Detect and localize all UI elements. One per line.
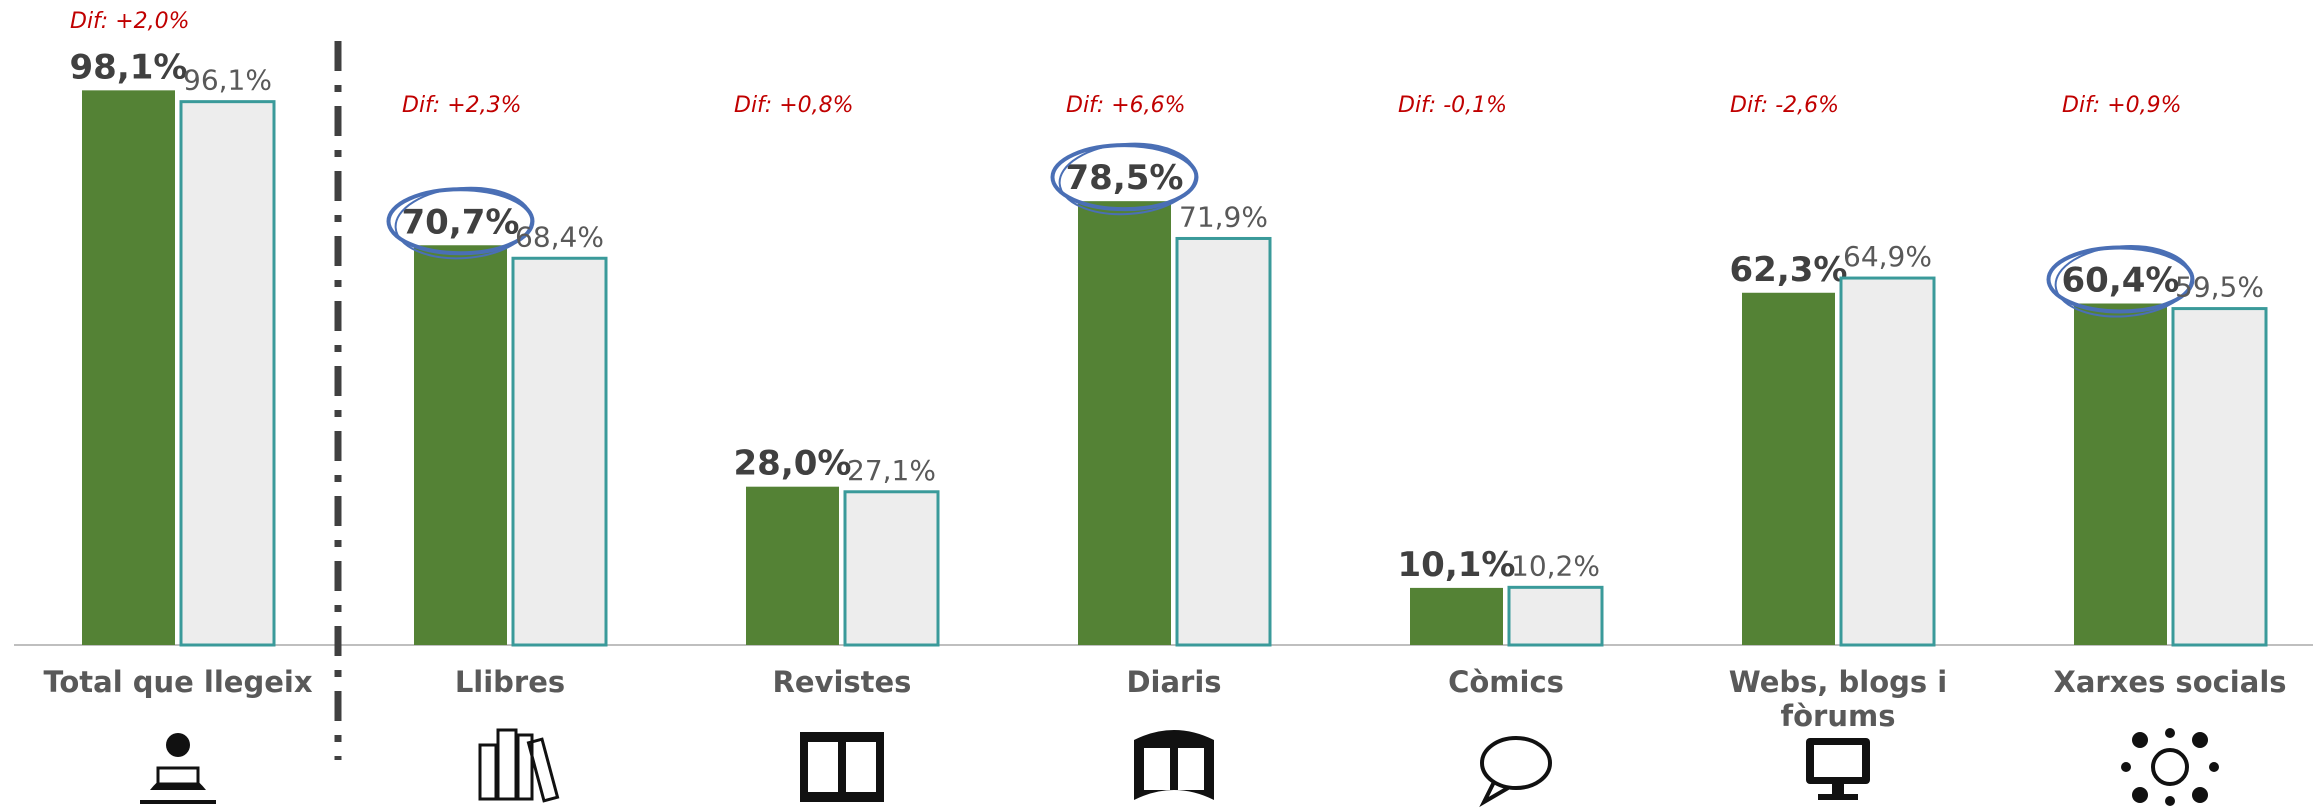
bar xyxy=(511,256,608,647)
bar xyxy=(1742,292,1835,645)
bar xyxy=(1839,276,1936,647)
annotation: Dif: +2,0% xyxy=(70,9,190,34)
category-label: Revistes xyxy=(772,665,912,699)
annotation: Dif: +0,8% xyxy=(734,93,854,118)
category-label: Diaris xyxy=(1126,665,1222,699)
category-label: Llibres xyxy=(454,665,566,699)
value-label: 64,9% xyxy=(1843,240,1932,273)
bar xyxy=(2074,303,2167,645)
annotation: Dif: +0,9% xyxy=(2062,93,2182,118)
highlight-circle xyxy=(386,187,535,256)
annotation: Dif: -2,6% xyxy=(1730,93,1839,118)
value-label: 70,7% xyxy=(402,202,520,242)
highlight-circle xyxy=(1050,143,1199,212)
category-label-box: Revistes xyxy=(772,665,912,699)
category-label-box: Diaris xyxy=(1126,665,1222,699)
value-label: 28,0% xyxy=(734,444,852,484)
bar xyxy=(2171,307,2268,647)
value-label: 59,5% xyxy=(2175,271,2264,304)
icon-monitor xyxy=(1806,738,1870,800)
category-label-box: Xarxes socials xyxy=(2053,665,2287,699)
bar xyxy=(179,100,276,647)
annotation: Dif: -0,1% xyxy=(1398,93,1507,118)
bar xyxy=(414,245,507,645)
highlight-circle xyxy=(2046,245,2195,314)
value-label: 60,4% xyxy=(2062,260,2180,300)
value-label: 68,4% xyxy=(515,220,604,253)
bar xyxy=(1078,201,1171,645)
icon-bubble xyxy=(1479,736,1552,808)
category-label-box: Llibres xyxy=(454,665,566,699)
value-label: 10,2% xyxy=(1511,549,1600,582)
value-label: 71,9% xyxy=(1179,200,1268,233)
highlight-circle xyxy=(1058,142,1197,216)
category-label-box: Total que llegeix xyxy=(43,665,313,699)
icons xyxy=(140,728,2219,808)
icon-newspaper xyxy=(1134,730,1214,800)
value-label: 96,1% xyxy=(183,64,272,97)
highlight-circle xyxy=(2054,245,2193,318)
category-label: Webs, blogs i fòrums xyxy=(1728,665,1948,733)
bar xyxy=(843,490,940,647)
icon-magazine xyxy=(800,732,884,802)
bar xyxy=(1175,236,1272,647)
bar xyxy=(746,486,839,645)
category-label-box: Webs, blogs i fòrums xyxy=(1728,665,1948,733)
value-label: 78,5% xyxy=(1066,158,1184,198)
bar xyxy=(1410,587,1503,645)
category-label: Xarxes socials xyxy=(2053,665,2287,699)
category-label: Còmics xyxy=(1448,665,1564,699)
category-label: Total que llegeix xyxy=(43,665,313,699)
icon-reader xyxy=(140,733,216,804)
annotation: Dif: +6,6% xyxy=(1066,93,1186,118)
value-label: 98,1% xyxy=(70,47,188,87)
highlight-circle xyxy=(394,186,533,260)
icon-books xyxy=(478,728,560,803)
category-label-box: Còmics xyxy=(1448,665,1564,699)
bar xyxy=(82,90,175,646)
bar xyxy=(1507,585,1604,647)
value-label: 10,1% xyxy=(1398,545,1516,585)
annotation: Dif: +2,3% xyxy=(402,93,522,118)
icon-network xyxy=(2121,728,2219,806)
value-label: 27,1% xyxy=(847,454,936,487)
value-label: 62,3% xyxy=(1730,250,1848,290)
